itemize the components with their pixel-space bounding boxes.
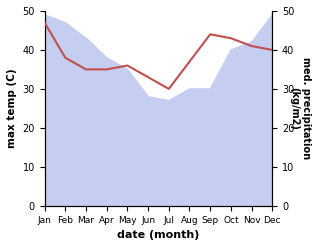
X-axis label: date (month): date (month) (117, 230, 200, 240)
Y-axis label: max temp (C): max temp (C) (7, 69, 17, 148)
Y-axis label: med. precipitation
(kg/m2): med. precipitation (kg/m2) (289, 57, 311, 159)
